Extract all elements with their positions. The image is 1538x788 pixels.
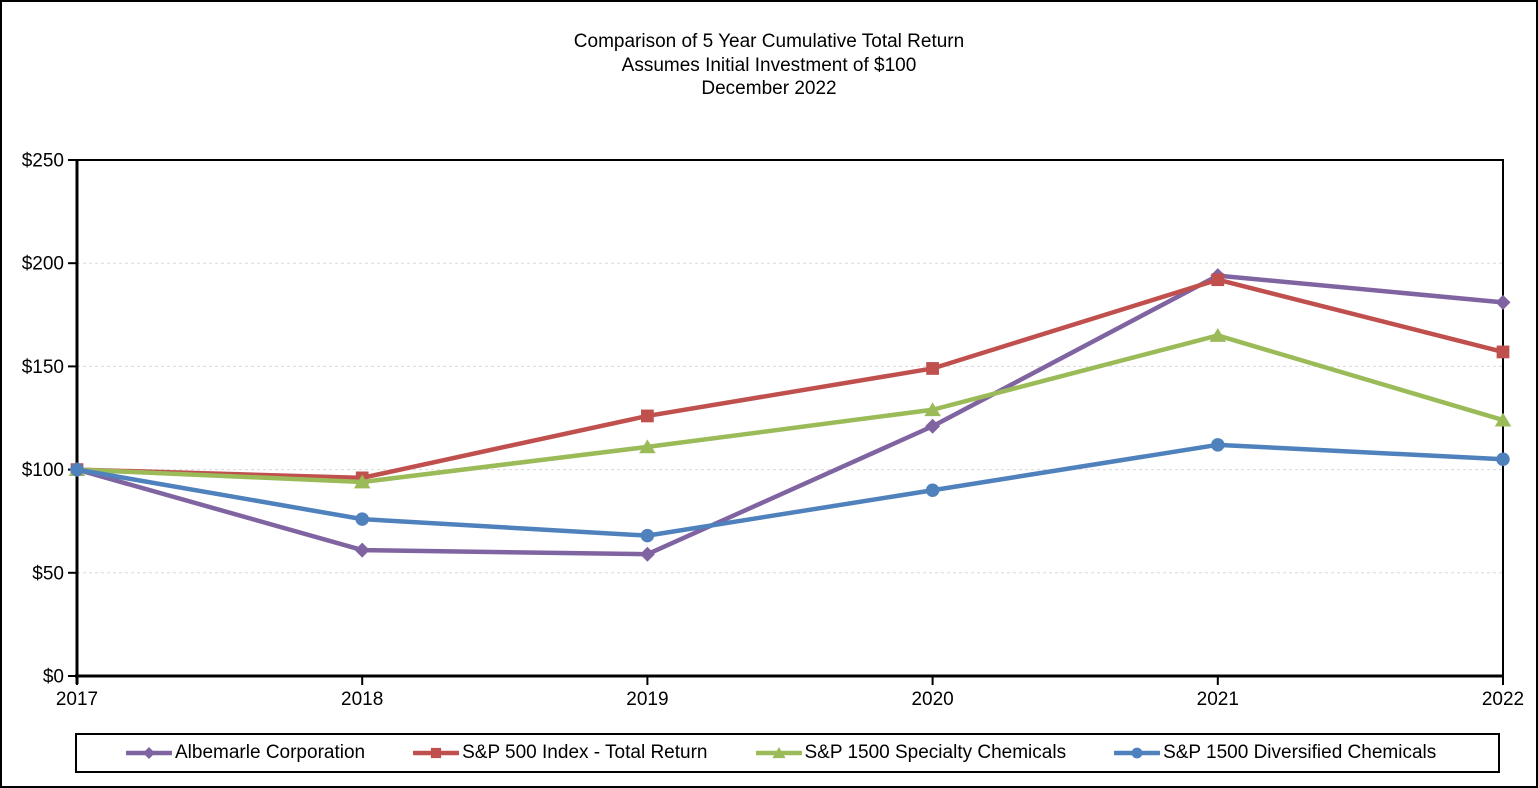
legend-item-s-p-500-index-total-return: S&P 500 Index - Total Return [413, 742, 708, 764]
chart-legend: Albemarle Corporation S&P 500 Index - Tot… [75, 733, 1500, 773]
chart-title-block: Comparison of 5 Year Cumulative Total Re… [2, 30, 1536, 101]
data-point-marker [1211, 438, 1225, 452]
data-point-marker [70, 462, 84, 477]
data-point-marker [354, 542, 370, 558]
series-s-p-1500-specialty-chemicals [68, 327, 1512, 489]
legend-triangle-swatch-icon [755, 747, 802, 759]
legend-swatch-marker [1131, 747, 1143, 759]
data-point-marker [925, 418, 941, 434]
data-point-marker [641, 409, 654, 423]
data-point-marker [1211, 273, 1225, 287]
series-line-s-p-1500-diversified-chemicals [74, 442, 1506, 538]
legend-swatch-marker [771, 747, 786, 759]
series-albemarle-corporation [69, 268, 1511, 562]
data-point-marker [924, 402, 941, 417]
x-axis-tick-label: 2018 [341, 689, 383, 710]
x-axis-tick-label: 2021 [1197, 689, 1239, 710]
y-axis-tick-label: $200 [22, 254, 64, 275]
legend-label: Albemarle Corporation [175, 742, 366, 763]
chart-title-line3: December 2022 [701, 78, 837, 99]
data-point-marker [1495, 294, 1511, 310]
data-point-marker [1494, 412, 1512, 427]
x-axis-tick-label: 2022 [1482, 689, 1524, 710]
legend-swatch-marker [430, 747, 442, 759]
y-axis-tick-label: $50 [32, 563, 64, 584]
data-point-marker [353, 474, 371, 489]
x-axis-tick-label: 2017 [56, 689, 98, 710]
data-point-marker [1496, 345, 1510, 359]
data-point-marker [639, 546, 655, 562]
y-axis-tick-label: $250 [22, 151, 64, 172]
data-point-marker [1209, 327, 1227, 342]
legend-label: S&P 1500 Specialty Chemicals [804, 742, 1067, 763]
legend-item-s-p-1500-specialty-chemicals: S&P 1500 Specialty Chemicals [755, 742, 1067, 764]
series-line-s-p-500-index-total-return [74, 277, 1506, 481]
data-point-marker [926, 362, 939, 375]
chart-title-line1: Comparison of 5 Year Cumulative Total Re… [573, 31, 965, 52]
series-line-albemarle-corporation [74, 273, 1506, 557]
y-axis-tick-label: $150 [22, 357, 64, 378]
series-s-p-500-index-total-return [70, 273, 1510, 485]
legend-label: S&P 500 Index - Total Return [462, 742, 708, 763]
legend-item-albemarle-corporation: Albemarle Corporation [126, 742, 365, 764]
series-s-p-1500-diversified-chemicals [70, 438, 1510, 543]
legend-item-s-p-1500-diversified-chemicals: S&P 1500 Diversified Chemicals [1114, 742, 1436, 764]
series-line-s-p-1500-specialty-chemicals [74, 333, 1506, 485]
legend-circle-swatch-icon [1114, 747, 1161, 759]
y-axis-tick-label: $100 [22, 460, 64, 481]
x-axis-tick-label: 2020 [911, 689, 953, 710]
data-point-marker [639, 439, 656, 454]
legend-square-swatch-icon [413, 747, 460, 759]
x-axis-tick-label: 2019 [626, 689, 668, 710]
chart-title-line2: Assumes Initial Investment of $100 [621, 54, 917, 76]
data-point-marker [355, 512, 369, 526]
data-point-marker [1496, 452, 1510, 467]
data-point-marker [640, 528, 655, 543]
legend-diamond-swatch-icon [126, 747, 172, 759]
legend-label: S&P 1500 Diversified Chemicals [1163, 742, 1437, 763]
y-axis-tick-label: $0 [43, 667, 64, 688]
plot-border [76, 159, 1504, 677]
legend-swatch-marker [143, 747, 155, 759]
data-point-marker [925, 483, 940, 497]
